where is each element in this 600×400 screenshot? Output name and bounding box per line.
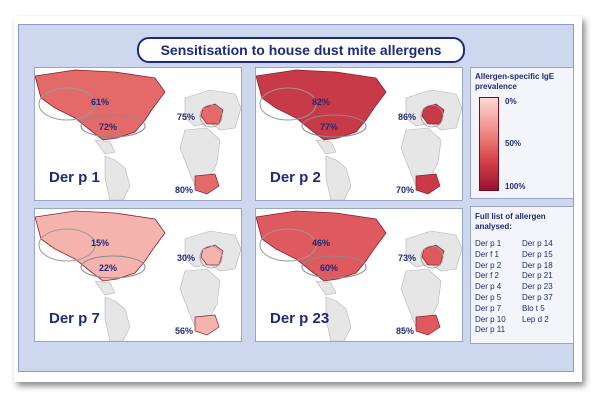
allergen-list-item: Lep d 2 [522,314,549,324]
central-america-landmass [315,280,337,296]
north-america-region [256,69,387,141]
allergen-list-item: Der p 1 [475,239,502,248]
color-legend: Allergen-specific IgE prevalence 0% 50% … [470,67,574,199]
south-africa-region [194,173,220,195]
south-america-landmass [325,155,352,200]
region-highlight-ellipse [80,255,146,279]
south-africa-region [194,314,220,336]
allergen-list-item: Der p 11 [475,325,506,335]
legend-tick-100: 100% [505,182,526,191]
central-america-landmass [315,139,337,155]
allergen-label: Der p 1 [49,169,100,186]
region-highlight-ellipse [301,255,367,279]
allergen-list-item: Der p 14 [522,239,553,248]
map-tile-der-p-7: Der p 7 15% 22% 30% 56% [34,208,242,342]
allergen-list-item: Der p 21 [522,271,553,281]
legend-tick-50: 50% [505,139,522,148]
south-africa-region [415,173,441,195]
region-highlight-ellipse [38,87,96,121]
prevalence-value-south-africa: 80% [175,185,194,195]
allergen-list-item: Blo t 5 [522,303,545,313]
prevalence-value-south-africa: 70% [396,185,415,195]
prevalence-value-north-america-top: 46% [312,238,331,248]
prevalence-value-north-america-top: 15% [91,238,110,248]
allergen-label: Der p 23 [270,310,330,327]
region-highlight-circle [420,245,444,269]
allergen-list-item: Der p 15 [522,249,553,259]
region-highlight-ellipse [259,228,317,262]
world-map [256,69,462,200]
prevalence-value-europe: 30% [177,253,196,263]
allergen-list-title: Full list of allergen analysed: [475,212,546,231]
allergen-list-item: Der f 1 [475,249,500,259]
south-america-landmass [104,296,131,341]
page-title: Sensitisation to house dust mite allerge… [137,37,465,63]
south-america-landmass [104,155,131,200]
map-tile-der-p-23: Der p 23 46% 60% 73% 85% [255,208,463,342]
prevalence-value-europe: 86% [398,112,417,122]
north-america-region [35,210,166,282]
region-highlight-ellipse [80,114,146,138]
legend-tick-0: 0% [505,97,517,106]
world-map [256,210,462,341]
south-africa-region [415,314,441,336]
region-highlight-ellipse [259,87,317,121]
prevalence-value-north-america-top: 82% [312,97,331,107]
allergen-list-column-1: Der p 1 Der f 1 Der p 2 Der f 2 Der p 4 Der p… [475,239,506,336]
region-highlight-ellipse [301,114,367,138]
map-tile-der-p-1: Der p 1 61% 72% 75% 80% [34,67,242,201]
allergen-list-item: Der p 23 [522,282,553,292]
region-highlight-circle [199,104,223,128]
legend-title: Allergen-specific IgE prevalence [475,72,555,91]
prevalence-value-north-america-bottom: 77% [320,122,339,132]
prevalence-value-south-africa: 56% [175,326,194,336]
south-america-landmass [325,296,352,341]
central-america-landmass [94,139,116,155]
world-map [35,69,241,200]
allergen-list-item: Der p 37 [522,292,553,302]
page-title-text: Sensitisation to house dust mite allerge… [160,42,442,58]
prevalence-value-north-america-bottom: 60% [320,263,339,273]
central-america-landmass [94,280,116,296]
region-highlight-circle [199,245,223,269]
allergen-list-column-2: Der p 14 Der p 15 Der p 18 Der p 21 Der p 23… [522,239,553,325]
allergen-list-item: Der p 7 [475,303,502,313]
prevalence-value-north-america-top: 61% [91,97,110,107]
allergen-label: Der p 7 [49,310,100,327]
north-america-region [35,69,166,141]
prevalence-value-europe: 75% [177,112,196,122]
map-tile-der-p-2: Der p 2 82% 77% 86% 70% [255,67,463,201]
prevalence-value-north-america-bottom: 72% [99,122,118,132]
allergen-list-item: Der p 5 [475,292,502,302]
region-highlight-ellipse [38,228,96,262]
allergen-list-item: Der p 4 [475,282,502,292]
region-highlight-circle [420,104,444,128]
allergen-list-item: Der p 18 [522,260,553,270]
prevalence-value-south-africa: 85% [396,326,415,336]
prevalence-value-north-america-bottom: 22% [99,263,118,273]
prevalence-value-europe: 73% [398,253,417,263]
north-america-region [256,210,387,282]
allergen-label: Der p 2 [270,169,321,186]
allergen-list-item: Der p 10 [475,314,506,324]
allergen-list-item: Der p 2 [475,260,502,270]
legend-gradient-bar [479,97,499,191]
world-map [35,210,241,341]
allergen-list-item: Der f 2 [475,271,500,281]
